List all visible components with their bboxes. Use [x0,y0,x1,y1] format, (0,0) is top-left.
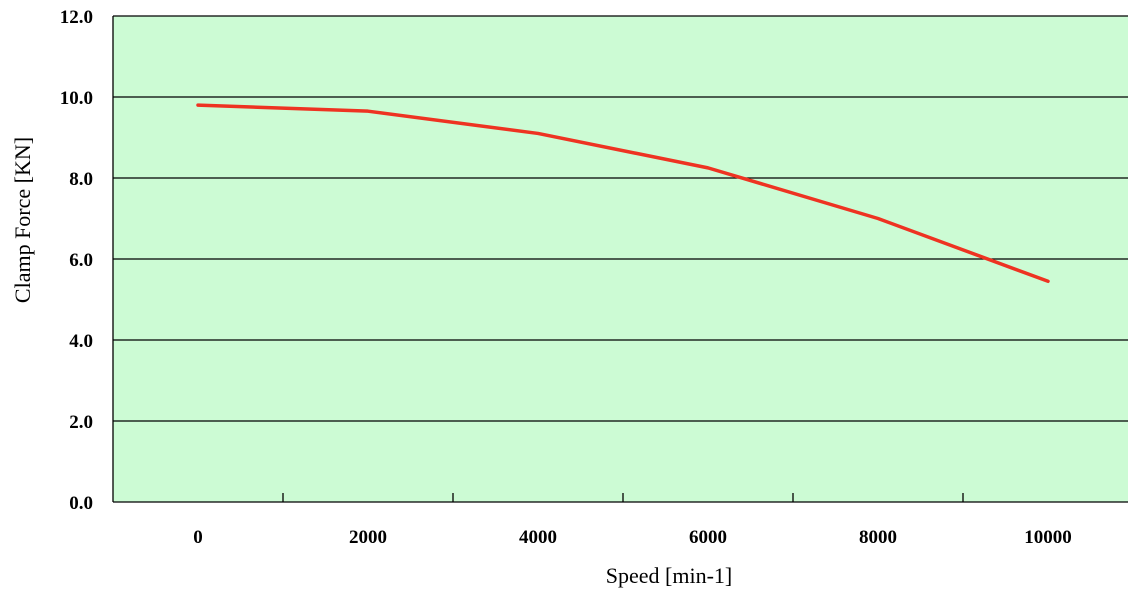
x-tick-label: 4000 [519,527,557,548]
y-tick-label: 2.0 [69,412,93,433]
y-tick-label: 0.0 [69,493,93,514]
x-axis-ticks [282,493,964,502]
x-tick-label: 0 [193,527,203,548]
clamp-force-series-line [196,103,1050,284]
y-axis-tick-labels: 0.0 2.0 4.0 6.0 8.0 10.0 12.0 [60,7,93,514]
y-tick-label: 10.0 [60,88,93,109]
x-axis-title: Speed [min-1] [606,563,732,588]
y-tick-label: 6.0 [69,250,93,271]
y-tick-label: 12.0 [60,7,93,28]
x-tick-label: 6000 [689,527,727,548]
y-tick-label: 8.0 [69,169,93,190]
x-tick-label: 8000 [859,527,897,548]
x-tick-label: 10000 [1024,527,1072,548]
x-axis-tick-labels: 0 2000 4000 6000 8000 10000 [193,527,1072,548]
grid-lines [112,15,1128,503]
y-tick-label: 4.0 [69,331,93,352]
series-layer [196,103,1050,284]
x-tick-label: 2000 [349,527,387,548]
y-axis-title: Clamp Force [KN] [10,137,35,303]
